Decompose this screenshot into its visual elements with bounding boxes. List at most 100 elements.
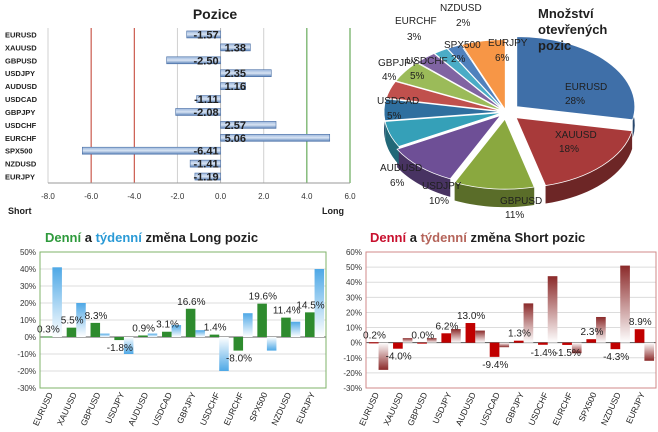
x-tick-label: -8.0	[41, 192, 55, 201]
y-tick-label: -30%	[343, 384, 362, 393]
weekly-bar	[52, 267, 62, 337]
short-label: Short	[8, 206, 32, 216]
data-label: 8.9%	[629, 317, 652, 328]
slice-name-label: SPX500	[444, 40, 481, 51]
chart-title-line: Množství	[538, 6, 594, 21]
pie-slice	[461, 39, 506, 111]
data-label: 0.3%	[37, 324, 60, 335]
pie-slice-side	[545, 130, 633, 204]
slice-name-label: GBPUSD	[500, 196, 542, 207]
category-label: USDJPY	[103, 390, 126, 425]
chart-title: Pozice	[193, 6, 238, 22]
category-label: NZDUSD	[269, 391, 293, 427]
data-label: -1.8%	[107, 343, 133, 354]
data-label: 14.5%	[296, 300, 324, 311]
chart-title: Denní a týdenní změna Long pozic	[45, 230, 258, 245]
weekly-bar	[426, 338, 437, 343]
chart-title: Denní a týdenní změna Short pozic	[370, 230, 585, 245]
data-label: -4.0%	[386, 352, 412, 363]
short-change-bar-chart: Denní a týdenní změna Short pozic 60% 50% 4…	[343, 230, 657, 428]
bar	[220, 43, 251, 52]
category-label: EURJPY	[624, 390, 647, 425]
pie-slice	[396, 114, 502, 180]
category-label: USDCAD	[5, 95, 38, 104]
daily-bar	[489, 342, 500, 357]
daily-bar	[209, 334, 220, 337]
weekly-bar	[378, 342, 389, 370]
weekly-bar	[451, 329, 461, 343]
data-label: -1.11	[194, 94, 218, 106]
category-label: XAUUSD	[5, 43, 37, 52]
y-tick-label: 20%	[346, 308, 362, 317]
data-label: 16.6%	[177, 297, 205, 308]
data-label: 3.1%	[156, 320, 179, 331]
y-tick-label: 30%	[346, 293, 362, 302]
plot-frame	[365, 251, 657, 389]
chart-title-part: změna Long pozic	[142, 230, 258, 245]
chart-title-part: a	[81, 230, 95, 245]
y-tick-label: -10%	[343, 354, 362, 363]
open-positions-pie-chart: EURUSD 28% XAUUSD 18% GBPUSD 11% USDJPY 10% AUDU…	[377, 3, 636, 221]
slice-name-label: EURCHF	[395, 16, 437, 27]
x-tick-label: 0.0	[215, 192, 227, 201]
daily-bar	[90, 322, 101, 337]
slice-percent-label: 10%	[429, 196, 449, 207]
data-label: -1.4%	[531, 348, 557, 359]
weekly-bar	[644, 342, 655, 361]
chart-title-line: pozic	[538, 38, 571, 53]
plot-frame	[39, 251, 327, 389]
daily-bar	[368, 342, 379, 344]
category-label: NZDUSD	[5, 160, 37, 169]
data-label: 2.57	[225, 120, 246, 132]
category-label: SPX500	[576, 390, 598, 423]
slice-name-label: XAUUSD	[555, 130, 597, 141]
data-label: 2.35	[225, 68, 246, 80]
bar	[189, 159, 221, 168]
slice-percent-label: 6%	[495, 53, 510, 64]
category-label: SPX500	[247, 390, 269, 423]
category-label: EURCHF	[5, 134, 37, 143]
positions-bar-chart: Pozice -8.0 -6.0 -4.0 -2.0 0.0 2.0 4.0 6.0 Short L…	[5, 6, 356, 216]
bar	[166, 56, 221, 65]
pie-slice	[515, 117, 633, 186]
category-label: GBPUSD	[78, 391, 102, 428]
data-label: 8.3%	[85, 311, 108, 322]
slice-name-label: GBPJPY	[378, 58, 418, 69]
daily-bar	[417, 342, 427, 344]
data-label: -2.08	[193, 107, 218, 119]
slice-name-label: USDCHF	[406, 56, 448, 67]
pie-slice	[516, 36, 636, 121]
slice-name-label: EURUSD	[565, 82, 607, 93]
slice-name-label: USDCAD	[377, 96, 419, 107]
data-label: 6.2%	[436, 321, 459, 332]
category-label: AUDUSD	[454, 391, 478, 428]
category-label: XAUUSD	[381, 391, 405, 427]
slice-percent-label: 11%	[505, 210, 524, 221]
data-label: 0.9%	[132, 323, 155, 334]
chart-title-part: Denní	[45, 230, 82, 245]
pie-slice	[433, 48, 505, 111]
data-label: 5.5%	[61, 316, 84, 327]
y-tick-label: 50%	[20, 248, 36, 257]
bar	[196, 95, 221, 103]
x-tick-label: -2.0	[171, 192, 185, 201]
daily-bar	[138, 335, 148, 337]
bar	[220, 82, 246, 90]
chart-title-part: a	[406, 230, 420, 245]
daily-bar	[114, 337, 124, 341]
y-tick-label: 10%	[20, 316, 36, 325]
weekly-bar	[195, 330, 205, 337]
category-label: AUDUSD	[5, 82, 38, 91]
category-label: GBPJPY	[175, 390, 198, 425]
chart-title-part: Denní	[370, 230, 407, 245]
data-label: -1.19	[193, 172, 218, 184]
chart-title-part: týdenní	[421, 230, 468, 245]
weekly-bar	[523, 303, 534, 343]
pie-slice	[453, 118, 535, 190]
category-label: XAUUSD	[55, 391, 79, 427]
daily-bar	[586, 339, 597, 343]
data-label: 0.2%	[363, 330, 386, 341]
data-label: -6.41	[193, 146, 218, 158]
y-tick-label: 50%	[346, 263, 362, 272]
y-tick-label: -20%	[17, 367, 36, 376]
